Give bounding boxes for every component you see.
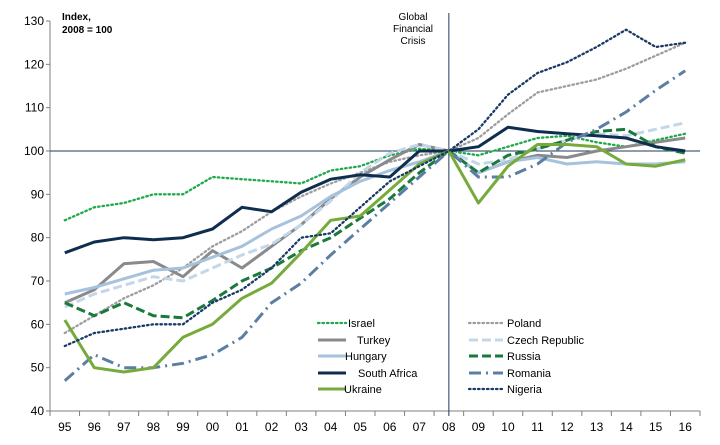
x-tick-label: 06 — [383, 420, 397, 434]
legend-item-czech-republic: Czech Republic — [469, 335, 585, 347]
y-tick-label: 130 — [24, 14, 44, 28]
x-tick-label: 08 — [442, 420, 456, 434]
legend-label-israel: Israel — [348, 318, 375, 330]
legend-item-hungary: Hungary — [318, 351, 387, 363]
event-label-line3: Crisis — [401, 36, 426, 47]
legend-label-hungary: Hungary — [345, 351, 387, 363]
series-line-israel — [63, 132, 687, 222]
y-tick-label: 80 — [31, 231, 45, 245]
series-line-russia — [64, 127, 686, 320]
event-label-line2: Financial — [393, 24, 433, 35]
legend: Israel Poland Turkey Czech Republic Hung… — [316, 318, 585, 396]
x-tick-label: 15 — [649, 420, 663, 434]
legend-item-poland: Poland — [467, 318, 541, 330]
legend-item-russia: Russia — [469, 351, 542, 363]
legend-label-russia: Russia — [507, 351, 542, 363]
x-tick-label: 02 — [265, 420, 279, 434]
x-tick-label: 09 — [472, 420, 486, 434]
x-tick-label: 99 — [176, 420, 190, 434]
x-tick-label: 11 — [531, 420, 544, 434]
legend-item-israel: Israel — [316, 318, 375, 330]
x-tick-label: 96 — [88, 420, 102, 434]
x-tick-label: 01 — [235, 420, 249, 434]
x-tick-label: 07 — [413, 420, 427, 434]
x-tick-label: 98 — [147, 420, 161, 434]
x-tick-label: 00 — [206, 420, 220, 434]
x-tick-label: 95 — [58, 420, 72, 434]
y-tick-label: 70 — [31, 274, 45, 288]
y-tick-label: 40 — [31, 404, 45, 418]
y-tick-label: 110 — [25, 101, 44, 115]
legend-item-south-africa: South Africa — [318, 368, 418, 380]
legend-item-turkey: Turkey — [318, 335, 391, 347]
legend-item-ukraine: Ukraine — [318, 384, 382, 396]
y-tick-label: 100 — [24, 144, 44, 158]
x-tick-label: 14 — [619, 420, 633, 434]
x-tick-label: 10 — [501, 420, 515, 434]
legend-label-poland: Poland — [507, 318, 541, 330]
y-axis-title-line2: 2008 = 100 — [62, 25, 113, 36]
legend-label-south-africa: South Africa — [358, 368, 418, 380]
axes-layer: 40 50 60 70 80 90 100 110 120 130 95 96 97 98 99 00 01 02… — [24, 13, 701, 434]
series-line-romania — [63, 69, 687, 382]
x-tick-label: 05 — [354, 420, 368, 434]
legend-item-nigeria: Nigeria — [467, 384, 543, 396]
event-label-line1: Global — [399, 12, 428, 23]
legend-label-ukraine: Ukraine — [344, 384, 382, 396]
series-layer — [63, 28, 687, 382]
y-tick-label: 120 — [24, 57, 44, 71]
y-tick-label: 50 — [31, 361, 45, 375]
y-axis-title-line1: Index, — [62, 12, 91, 23]
x-tick-label: 16 — [679, 420, 693, 434]
series-line-hungary — [64, 149, 686, 296]
x-tick-label: 97 — [117, 420, 131, 434]
legend-label-romania: Romania — [507, 368, 552, 380]
x-tick-label: 12 — [560, 420, 574, 434]
series-line-poland — [63, 41, 687, 335]
x-tick-label: 03 — [294, 420, 308, 434]
x-tick-label: 04 — [324, 420, 338, 434]
legend-label-nigeria: Nigeria — [507, 384, 543, 396]
event-annotation: Global Financial Crisis — [393, 12, 433, 47]
legend-item-romania: Romania — [469, 368, 552, 380]
legend-label-turkey: Turkey — [357, 335, 391, 347]
series-line-ukraine — [63, 143, 686, 374]
y-tick-label: 60 — [31, 317, 45, 331]
legend-label-czech-republic: Czech Republic — [507, 335, 585, 347]
series-line-nigeria — [63, 28, 687, 348]
x-tick-label: 13 — [590, 420, 604, 434]
y-tick-label: 90 — [31, 187, 45, 201]
series-line-czech-republic — [64, 121, 686, 309]
